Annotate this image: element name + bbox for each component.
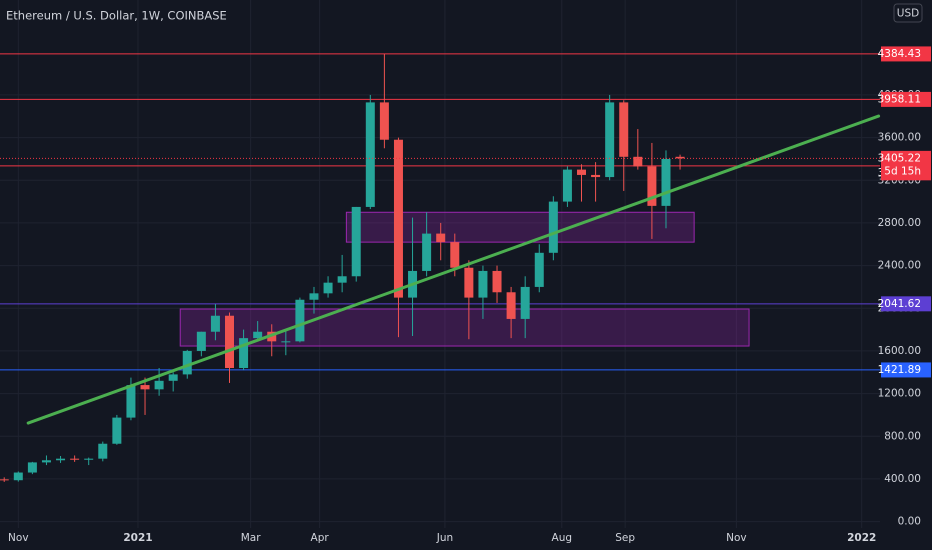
y-tick-label: 3600.00 [878, 132, 921, 144]
candle-body [506, 292, 516, 319]
candle-body [56, 458, 66, 461]
plot-layer [0, 53, 881, 482]
candle-body [562, 169, 572, 202]
zone-box [179, 308, 750, 347]
candle-body [591, 174, 601, 178]
candle-body [422, 233, 432, 271]
candle-body [450, 242, 460, 268]
y-tick-label: 1200.00 [878, 388, 921, 400]
x-tick-label: Nov [8, 532, 29, 544]
zone-box [345, 211, 695, 243]
candle-body [605, 102, 615, 178]
candle-body [41, 460, 51, 463]
trendline [26, 114, 881, 425]
price-label: 2041.62 [878, 298, 921, 310]
candle-body [478, 270, 488, 298]
candle-body [436, 233, 446, 243]
candle-body [379, 102, 389, 140]
price-label-bg [881, 91, 931, 107]
price-label-bg [881, 46, 931, 62]
candle-body [323, 282, 333, 294]
candle-body [154, 380, 164, 390]
price-label: 1421.89 [878, 364, 921, 376]
candle-body [13, 472, 23, 481]
chart-title: Ethereum / U.S. Dollar, 1W, COINBASE [6, 9, 227, 23]
candle-body [210, 315, 220, 332]
y-tick-label: 800.00 [884, 430, 921, 442]
candle-body [253, 331, 263, 339]
x-tick-label: Jun [436, 532, 453, 544]
candle-body [140, 385, 150, 390]
y-tick-label: 400.00 [884, 473, 921, 485]
last-price-bg [881, 150, 931, 179]
price-label: 4384.43 [878, 48, 921, 60]
candle-body [225, 315, 235, 368]
candle-body [661, 158, 671, 206]
x-tick-label: 2022 [847, 532, 876, 544]
x-tick-label: Mar [241, 532, 261, 544]
candle-body [196, 331, 206, 351]
candle-body [365, 102, 375, 207]
x-tick-label: Apr [311, 532, 330, 544]
x-tick-label: Nov [726, 532, 747, 544]
axis-layer: 0.00400.00800.001200.001600.002000.00240… [8, 46, 931, 544]
candle-body [337, 276, 347, 283]
grid-layer [0, 0, 880, 528]
x-tick-label: Sep [615, 532, 635, 544]
x-tick-label: Aug [552, 532, 573, 544]
candle-body [309, 293, 319, 300]
candle-body [577, 169, 587, 175]
candle-body [27, 462, 37, 473]
price-label: 3958.11 [878, 93, 921, 105]
candle-body [112, 417, 122, 444]
y-tick-label: 2400.00 [878, 260, 921, 272]
candle-body [70, 458, 80, 460]
x-tick-label: 2021 [123, 532, 152, 544]
candle-body [647, 166, 657, 206]
countdown-label: 5d 15h [884, 165, 921, 177]
candle-body [239, 338, 249, 368]
candle-body [295, 299, 305, 342]
candle-body [126, 385, 136, 418]
candle-body [675, 156, 685, 159]
candle-body [351, 206, 361, 277]
candle-body [492, 270, 502, 293]
candle-body [619, 102, 629, 157]
candle-body [534, 252, 544, 287]
y-tick-label: 0.00 [898, 516, 921, 528]
currency: USD [897, 8, 919, 20]
price-label-bg [881, 362, 931, 378]
candle-body [548, 201, 558, 253]
y-tick-label: 1600.00 [878, 345, 921, 357]
y-tick-label: 2800.00 [878, 217, 921, 229]
price-label-bg [881, 296, 931, 312]
candle-body [281, 341, 291, 343]
candle-body [393, 139, 403, 298]
candle-body [182, 350, 192, 375]
candle-body [464, 267, 474, 298]
candle-body [168, 374, 178, 381]
last-price-label: 3405.22 [878, 152, 921, 164]
candle-body [98, 443, 108, 459]
candle-body [520, 286, 530, 319]
candle-body [84, 458, 94, 460]
candle-body [633, 156, 643, 167]
candle-body [0, 479, 9, 481]
currency-badge [893, 3, 923, 23]
